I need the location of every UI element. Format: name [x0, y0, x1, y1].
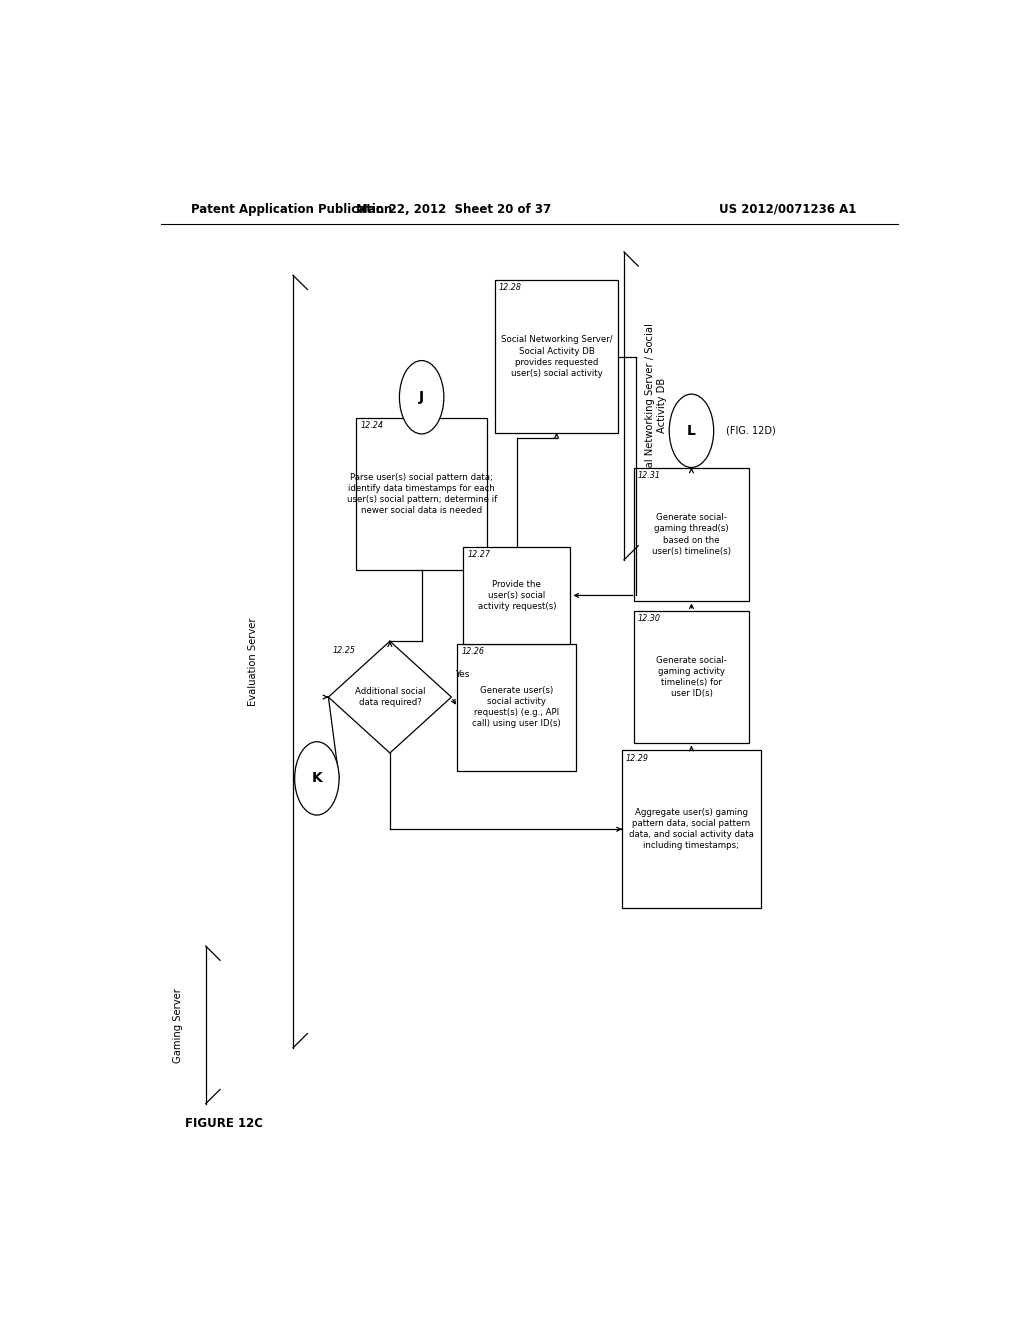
Text: US 2012/0071236 A1: US 2012/0071236 A1 — [719, 203, 857, 215]
Text: FIGURE 12C: FIGURE 12C — [185, 1118, 263, 1130]
Bar — [463, 548, 570, 644]
Text: J: J — [419, 391, 424, 404]
Text: Social Networking Server/
Social Activity DB
provides requested
user(s) social a: Social Networking Server/ Social Activit… — [501, 335, 612, 378]
Text: Generate user(s)
social activity
request(s) (e.g., API
call) using user ID(s): Generate user(s) social activity request… — [472, 686, 561, 729]
Text: K: K — [311, 771, 323, 785]
Text: Generate social-
gaming activity
timeline(s) for
user ID(s): Generate social- gaming activity timelin… — [656, 656, 727, 698]
Text: No: No — [312, 774, 325, 783]
Text: Additional social
data required?: Additional social data required? — [354, 686, 425, 708]
Text: 12.28: 12.28 — [499, 284, 522, 293]
Text: Provide the
user(s) social
activity request(s): Provide the user(s) social activity requ… — [477, 579, 556, 611]
Text: (FIG. 12D): (FIG. 12D) — [726, 426, 775, 436]
Text: L: L — [687, 424, 696, 438]
Bar — [458, 644, 577, 771]
Bar — [634, 469, 749, 601]
Text: 12.24: 12.24 — [360, 421, 383, 429]
Ellipse shape — [295, 742, 339, 814]
Bar — [356, 417, 487, 570]
Text: 12.26: 12.26 — [461, 647, 484, 656]
Bar — [634, 611, 749, 743]
Text: Social Networking Server / Social
Activity DB: Social Networking Server / Social Activi… — [644, 323, 667, 488]
Text: Evaluation Server: Evaluation Server — [249, 618, 258, 706]
Text: Parse user(s) social pattern data;
identify data timestamps for each
user(s) soc: Parse user(s) social pattern data; ident… — [346, 473, 497, 515]
Text: 12.30: 12.30 — [638, 614, 660, 623]
Ellipse shape — [670, 395, 714, 467]
Text: Patent Application Publication: Patent Application Publication — [191, 203, 393, 215]
Text: Aggregate user(s) gaming
pattern data, social pattern
data, and social activity : Aggregate user(s) gaming pattern data, s… — [629, 808, 754, 850]
Bar — [622, 751, 761, 908]
Text: 12.25: 12.25 — [333, 647, 355, 655]
Text: 12.27: 12.27 — [467, 550, 490, 560]
Ellipse shape — [399, 360, 443, 434]
Polygon shape — [329, 642, 452, 752]
Text: Yes: Yes — [456, 669, 470, 678]
Text: 12.29: 12.29 — [626, 754, 649, 763]
Bar — [495, 280, 618, 433]
Text: Gaming Server: Gaming Server — [173, 987, 183, 1063]
Text: Generate social-
gaming thread(s)
based on the
user(s) timeline(s): Generate social- gaming thread(s) based … — [652, 513, 731, 556]
Text: 12.31: 12.31 — [638, 471, 660, 480]
Text: Mar. 22, 2012  Sheet 20 of 37: Mar. 22, 2012 Sheet 20 of 37 — [355, 203, 551, 215]
